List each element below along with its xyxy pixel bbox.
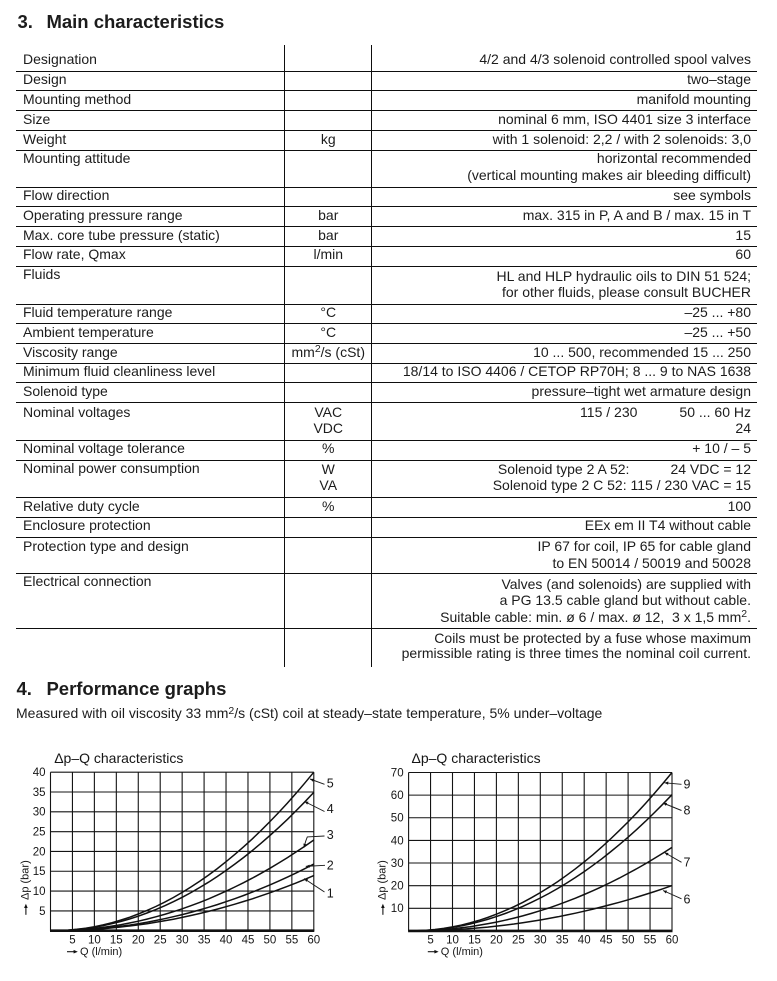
svg-text:6: 6 — [684, 892, 691, 906]
svg-text:1: 1 — [327, 887, 334, 901]
svg-text:50: 50 — [391, 813, 404, 825]
svg-text:15: 15 — [468, 934, 481, 946]
svg-text:60: 60 — [391, 790, 404, 802]
svg-text:5: 5 — [69, 934, 75, 946]
svg-text:30: 30 — [391, 858, 404, 870]
svg-text:7: 7 — [684, 856, 691, 870]
svg-text:25: 25 — [512, 934, 525, 946]
svg-text:40: 40 — [391, 835, 404, 847]
svg-text:25: 25 — [154, 934, 167, 946]
svg-text:55: 55 — [286, 934, 299, 946]
svg-text:9: 9 — [684, 778, 691, 792]
svg-text:45: 45 — [242, 934, 255, 946]
svg-text:5: 5 — [427, 934, 433, 946]
svg-text:55: 55 — [644, 934, 657, 946]
svg-text:2: 2 — [327, 859, 334, 873]
svg-text:Δp–Q characteristics: Δp–Q characteristics — [54, 750, 183, 766]
svg-text:60: 60 — [307, 934, 320, 946]
svg-text:5: 5 — [39, 906, 45, 918]
svg-text:10: 10 — [88, 934, 101, 946]
svg-text:10: 10 — [446, 934, 459, 946]
svg-text:15: 15 — [33, 866, 46, 878]
svg-text:30: 30 — [534, 934, 547, 946]
svg-text:50: 50 — [264, 934, 277, 946]
svg-text:4: 4 — [327, 802, 334, 816]
svg-text:70: 70 — [391, 767, 404, 779]
svg-text:Q (l/min): Q (l/min) — [441, 946, 483, 958]
svg-text:30: 30 — [176, 934, 189, 946]
svg-text:40: 40 — [220, 934, 233, 946]
svg-text:Q (l/min): Q (l/min) — [80, 946, 122, 958]
svg-text:5: 5 — [327, 777, 334, 791]
svg-text:Δp (bar): Δp (bar) — [20, 860, 32, 900]
svg-text:35: 35 — [198, 934, 211, 946]
svg-text:20: 20 — [33, 846, 46, 858]
svg-text:10: 10 — [391, 903, 404, 915]
svg-text:3: 3 — [327, 828, 334, 842]
svg-text:35: 35 — [556, 934, 569, 946]
svg-text:Δp (bar): Δp (bar) — [377, 860, 389, 900]
svg-text:40: 40 — [578, 934, 591, 946]
svg-text:35: 35 — [33, 787, 46, 799]
svg-text:30: 30 — [33, 807, 46, 819]
svg-text:20: 20 — [490, 934, 503, 946]
svg-text:60: 60 — [666, 934, 679, 946]
svg-text:Δp–Q characteristics: Δp–Q characteristics — [412, 750, 541, 766]
svg-text:15: 15 — [110, 934, 123, 946]
svg-text:40: 40 — [33, 767, 46, 779]
svg-text:20: 20 — [132, 934, 145, 946]
svg-text:10: 10 — [33, 886, 46, 898]
svg-text:50: 50 — [622, 934, 635, 946]
svg-text:25: 25 — [33, 827, 46, 839]
svg-text:20: 20 — [391, 881, 404, 893]
svg-text:45: 45 — [600, 934, 613, 946]
svg-text:8: 8 — [684, 804, 691, 818]
